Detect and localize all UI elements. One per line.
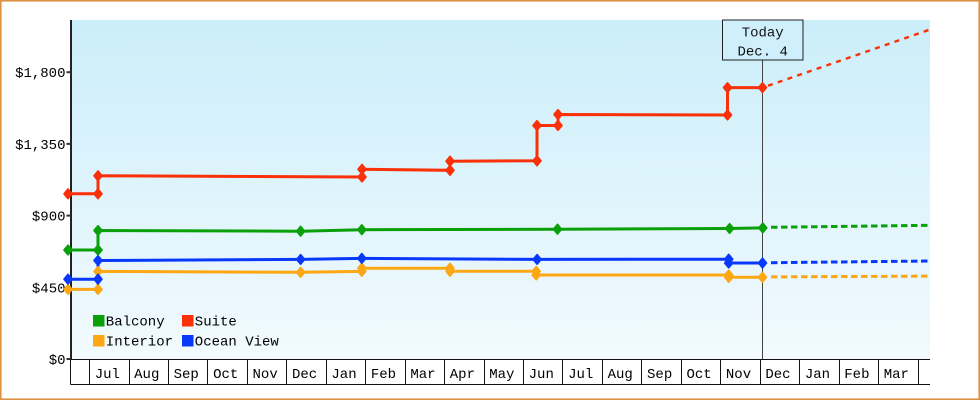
svg-text:Dec: Dec [765,367,790,383]
svg-text:Oct: Oct [686,367,711,383]
svg-text:$1,350: $1,350 [15,138,65,154]
svg-text:Feb: Feb [371,367,396,383]
svg-text:Jul: Jul [568,367,593,383]
svg-text:Aug: Aug [608,367,633,383]
svg-text:Suite: Suite [195,314,237,330]
svg-text:Dec: Dec [292,367,317,383]
svg-text:Jul: Jul [95,367,120,383]
svg-text:Today: Today [742,26,784,42]
svg-text:May: May [489,367,514,383]
svg-text:Mar: Mar [884,367,909,383]
svg-text:Jun: Jun [529,367,554,383]
svg-text:Jan: Jan [331,367,356,383]
svg-text:Jan: Jan [805,367,830,383]
svg-text:Interior: Interior [106,334,173,350]
svg-text:Sep: Sep [174,367,199,383]
svg-text:Apr: Apr [450,367,475,383]
svg-text:$450: $450 [32,281,66,297]
svg-text:Mar: Mar [410,367,435,383]
svg-text:Nov: Nov [253,367,278,383]
svg-text:Feb: Feb [844,367,869,383]
svg-text:Sep: Sep [647,367,672,383]
svg-text:Ocean View: Ocean View [195,334,280,350]
svg-text:$900: $900 [32,210,66,226]
svg-text:$1,800: $1,800 [15,66,65,82]
svg-text:$0: $0 [49,353,66,369]
svg-text:Balcony: Balcony [106,314,165,330]
svg-text:Nov: Nov [726,367,751,383]
svg-text:Dec. 4: Dec. 4 [737,44,787,60]
svg-text:Aug: Aug [134,367,159,383]
svg-text:Oct: Oct [213,367,238,383]
